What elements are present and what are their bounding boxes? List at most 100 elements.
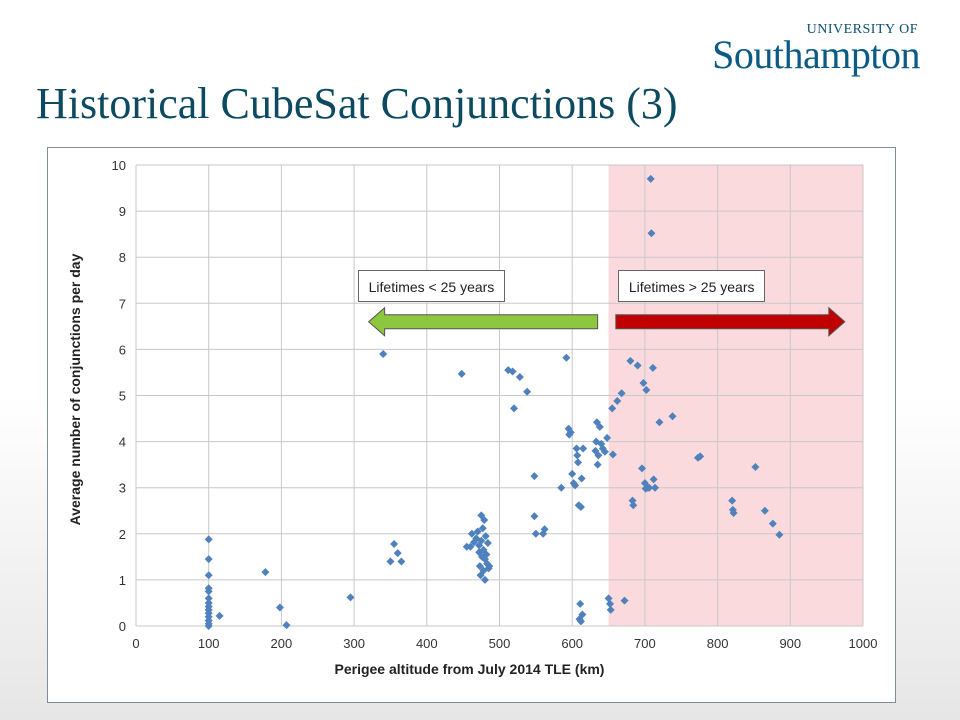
data-point	[728, 496, 737, 505]
data-point	[571, 481, 580, 490]
y-tick-label: 5	[119, 389, 126, 404]
data-point	[215, 611, 224, 620]
data-point	[629, 501, 638, 510]
data-point	[204, 555, 213, 564]
data-point	[472, 534, 481, 543]
data-point	[576, 617, 585, 626]
data-point	[466, 542, 475, 551]
x-tick-label: 1000	[849, 636, 878, 651]
data-point	[379, 350, 388, 359]
data-point	[600, 447, 609, 456]
data-point	[760, 506, 769, 515]
data-point	[457, 369, 466, 378]
data-point	[346, 593, 355, 602]
grid-layer	[135, 164, 864, 627]
x-tick-label: 100	[198, 636, 220, 651]
data-point	[768, 519, 777, 528]
data-point	[645, 483, 654, 492]
data-point	[595, 422, 604, 431]
data-point	[204, 622, 213, 630]
data-point	[282, 621, 291, 630]
data-point	[481, 532, 490, 541]
data-point	[626, 356, 635, 365]
annotation-lifetimes-under-25: Lifetimes < 25 years	[357, 269, 506, 302]
y-tick-label: 2	[119, 527, 126, 542]
data-point	[515, 373, 524, 382]
data-point	[606, 605, 615, 614]
x-tick-label: 0	[132, 636, 139, 651]
data-point	[668, 412, 677, 421]
data-point	[523, 387, 532, 396]
data-point	[504, 366, 513, 375]
x-tick-label: 600	[561, 636, 583, 651]
data-point	[275, 603, 284, 612]
data-point	[620, 596, 629, 605]
x-tick-label: 900	[779, 636, 801, 651]
data-point	[593, 460, 602, 469]
data-point	[557, 483, 566, 492]
y-axis-label: Average number of conjunctions per day	[67, 253, 83, 525]
data-point	[633, 361, 642, 370]
data-point	[204, 594, 213, 603]
data-point	[608, 450, 617, 459]
y-tick-label: 8	[119, 250, 126, 265]
y-tick-label: 0	[119, 619, 126, 634]
data-point	[646, 174, 655, 183]
x-axis-label: Perigee altitude from July 2014 TLE (km)	[335, 661, 605, 677]
data-point	[639, 379, 648, 388]
data-point	[576, 599, 585, 608]
data-point	[775, 530, 784, 539]
x-tick-label: 700	[634, 636, 656, 651]
data-point	[648, 363, 657, 372]
data-point	[608, 404, 617, 413]
data-point	[649, 475, 658, 484]
tick-layer: 0 100 200 300 400 500 600 700 800 900 1000 0 1 2 3 4 5 6 7…	[112, 158, 878, 651]
data-point	[510, 404, 519, 413]
data-point	[482, 550, 491, 559]
data-point	[574, 458, 583, 467]
data-point	[578, 610, 587, 619]
data-point	[566, 428, 575, 437]
data-point	[562, 353, 571, 362]
data-point	[204, 535, 213, 544]
y-tick-label: 1	[119, 573, 126, 588]
y-tick-label: 7	[119, 296, 126, 311]
data-point	[573, 451, 582, 460]
data-point	[540, 525, 549, 534]
data-point	[594, 451, 603, 460]
y-tick-label: 3	[119, 481, 126, 496]
data-point	[204, 587, 213, 596]
x-tick-label: 800	[707, 636, 729, 651]
data-point	[603, 433, 612, 442]
data-point	[637, 464, 646, 473]
data-point	[530, 512, 539, 521]
data-point	[579, 444, 588, 453]
y-tick-label: 6	[119, 342, 126, 357]
data-point	[480, 515, 489, 524]
data-point	[386, 557, 395, 566]
data-point	[696, 452, 705, 461]
data-point	[642, 385, 651, 394]
x-tick-label: 500	[489, 636, 511, 651]
y-tick-label: 9	[119, 204, 126, 219]
data-point	[729, 509, 738, 518]
data-point	[393, 549, 402, 558]
data-point	[606, 599, 615, 608]
university-logo: UNIVERSITY OF Southampton	[712, 22, 920, 75]
right-arrow	[615, 306, 846, 337]
annotation-lifetimes-over-25: Lifetimes > 25 years	[617, 269, 766, 302]
data-point	[531, 529, 540, 538]
data-point	[613, 397, 622, 406]
point-layer	[204, 174, 784, 630]
y-tick-label: 4	[119, 435, 126, 450]
data-point	[478, 524, 487, 533]
data-point	[397, 557, 406, 566]
data-point	[651, 483, 660, 492]
data-point	[508, 367, 517, 376]
data-point	[485, 562, 494, 571]
data-point	[576, 503, 585, 512]
data-point	[480, 575, 489, 584]
data-point	[530, 472, 539, 481]
data-point	[390, 539, 399, 548]
slide-title: Historical CubeSat Conjunctions (3)	[36, 79, 678, 128]
